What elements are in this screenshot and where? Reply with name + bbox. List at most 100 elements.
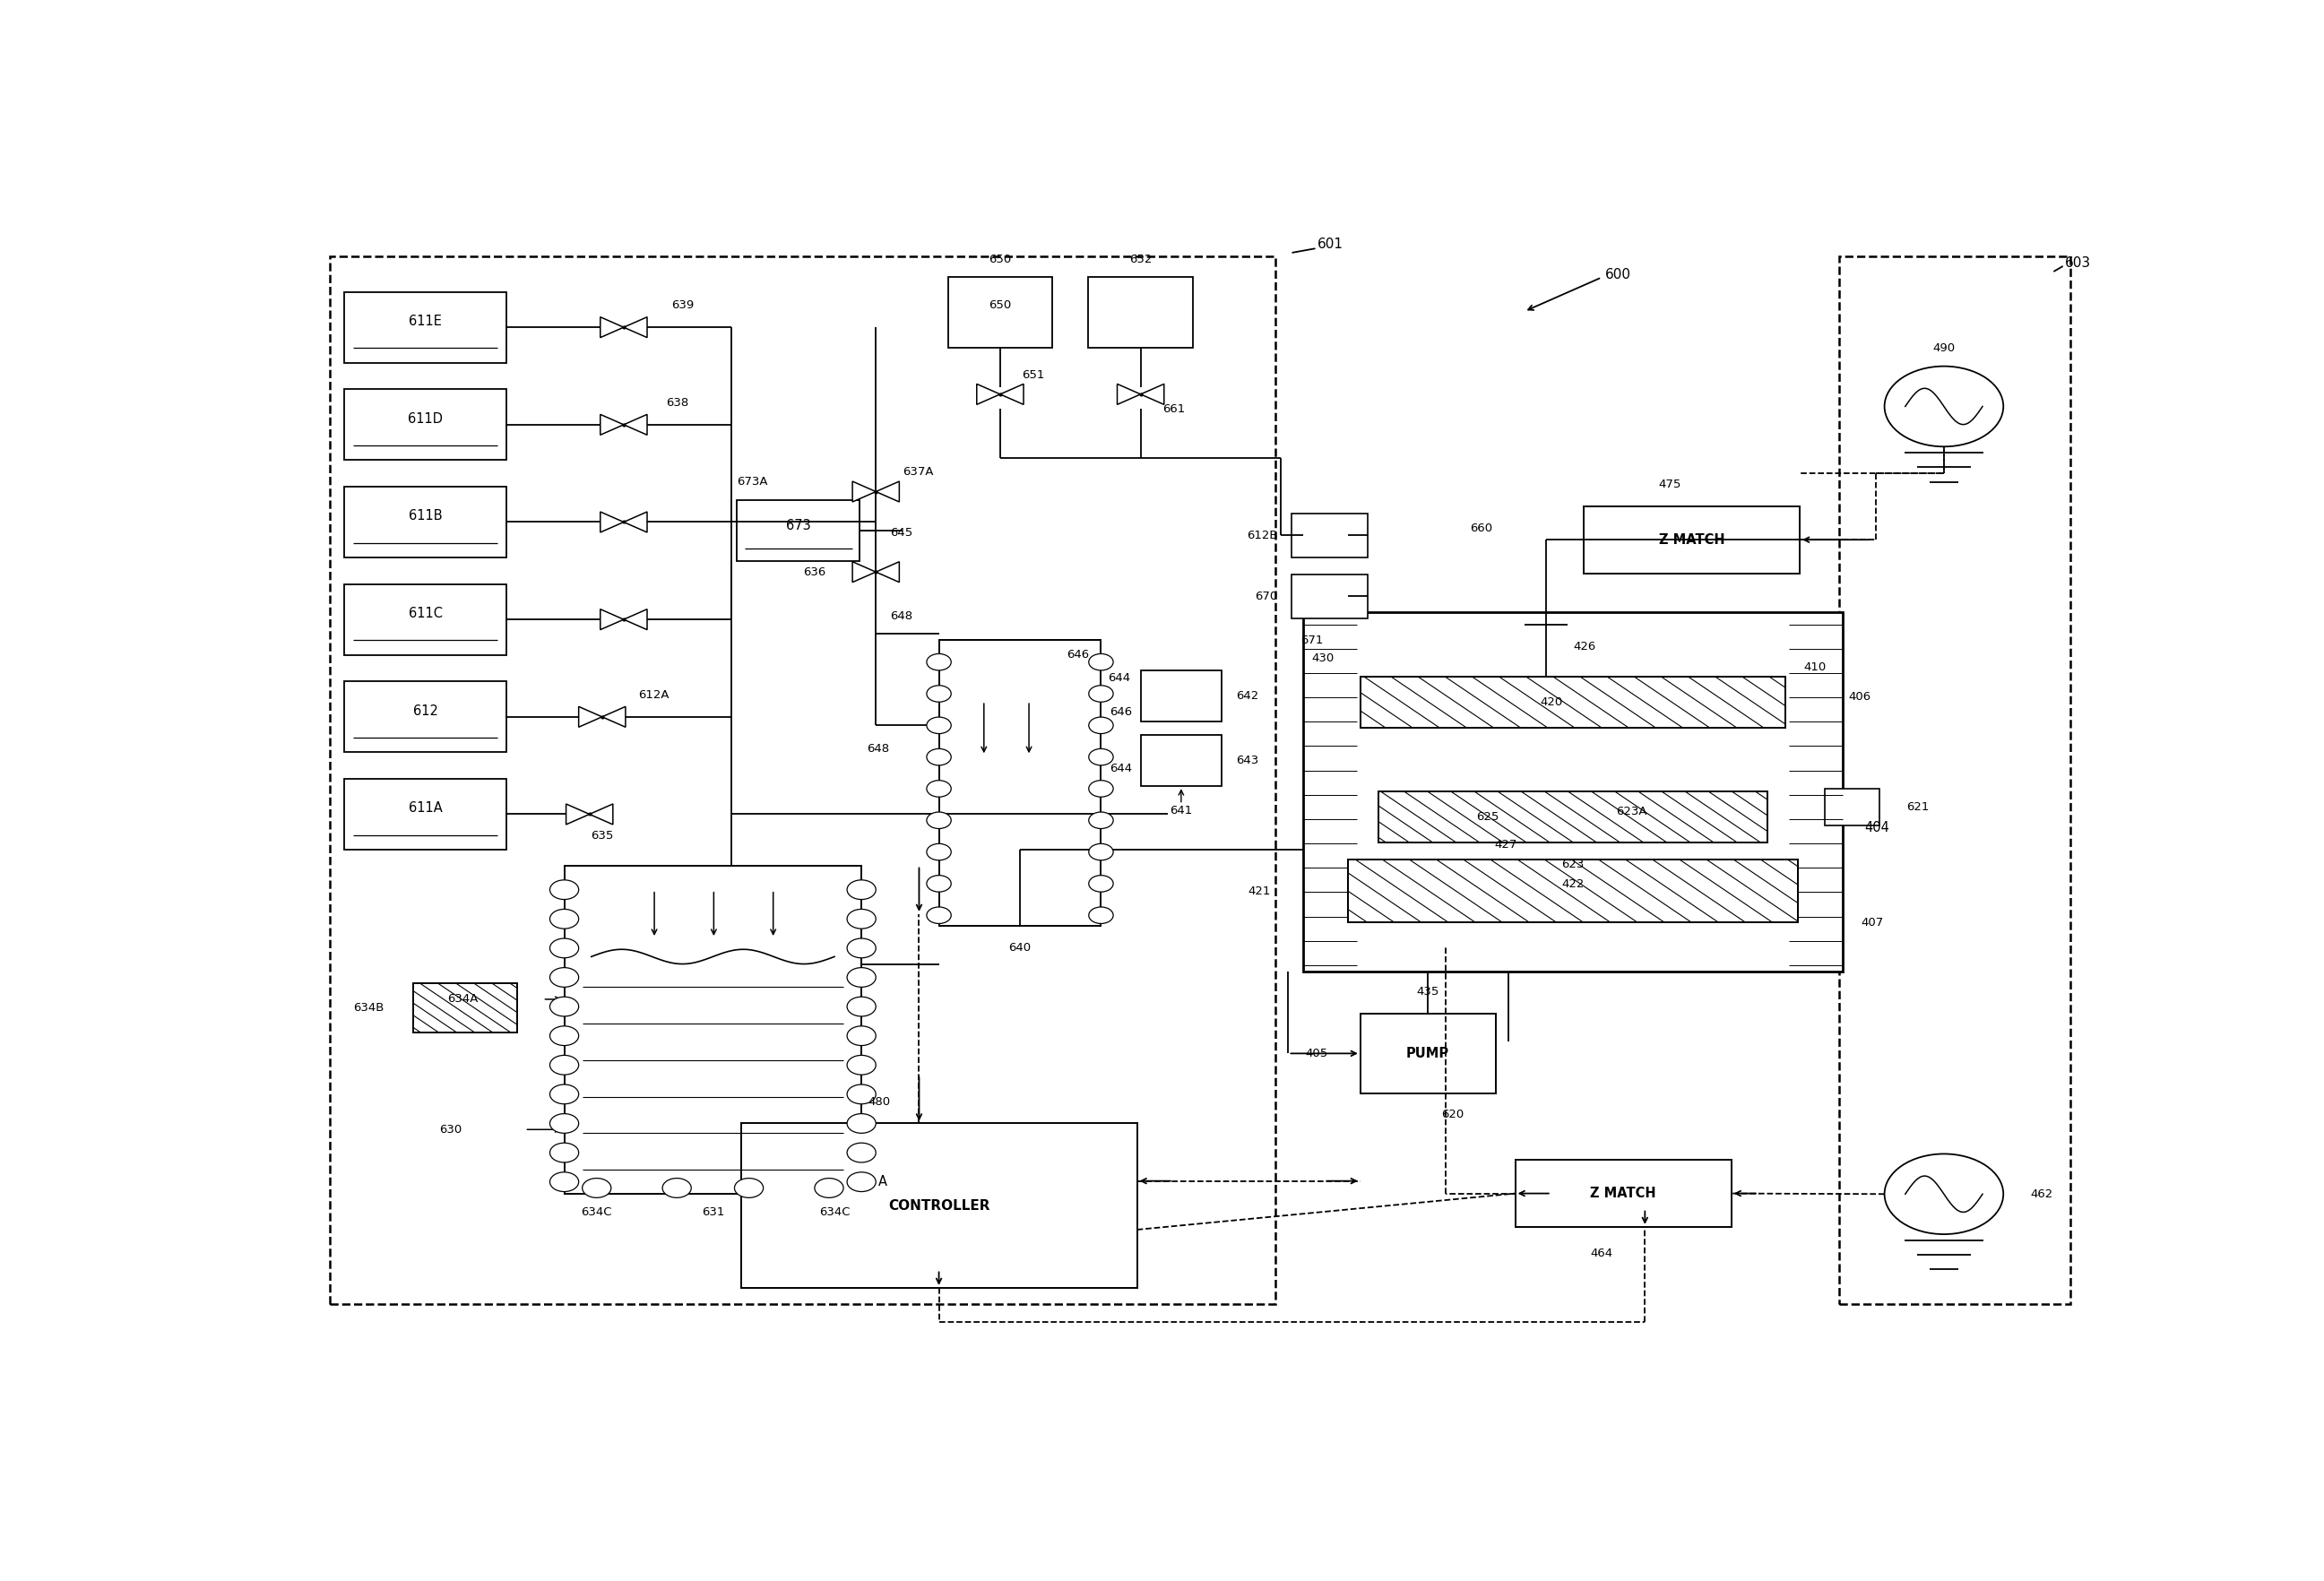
Circle shape xyxy=(662,1178,690,1198)
Circle shape xyxy=(846,909,876,928)
Circle shape xyxy=(734,1178,762,1198)
Bar xyxy=(1583,506,1799,574)
Text: 634C: 634C xyxy=(581,1206,611,1217)
Circle shape xyxy=(927,781,951,797)
Circle shape xyxy=(551,881,579,900)
Text: 631: 631 xyxy=(702,1206,725,1217)
Text: 611D: 611D xyxy=(409,413,444,425)
Circle shape xyxy=(927,655,951,670)
Circle shape xyxy=(1885,1154,2003,1235)
Polygon shape xyxy=(1118,384,1141,405)
Text: 634A: 634A xyxy=(446,993,479,1006)
Text: 430: 430 xyxy=(1311,653,1334,664)
Text: 642: 642 xyxy=(1236,691,1260,702)
Text: 623A: 623A xyxy=(1615,806,1648,817)
Text: 648: 648 xyxy=(867,743,890,754)
Circle shape xyxy=(1088,813,1113,828)
Text: 651: 651 xyxy=(1023,368,1043,381)
Text: 611B: 611B xyxy=(409,509,442,523)
Text: 634B: 634B xyxy=(353,1002,383,1013)
Bar xyxy=(741,1124,1136,1289)
Bar xyxy=(565,865,862,1194)
Polygon shape xyxy=(853,561,876,582)
Circle shape xyxy=(551,909,579,928)
Circle shape xyxy=(846,1085,876,1104)
Text: PUMP: PUMP xyxy=(1406,1047,1450,1061)
Circle shape xyxy=(1088,749,1113,765)
Text: 404: 404 xyxy=(1864,821,1889,835)
Bar xyxy=(344,681,507,753)
Bar xyxy=(1360,677,1785,727)
Text: 660: 660 xyxy=(1471,522,1492,534)
Text: 644: 644 xyxy=(1111,764,1132,775)
Text: 650: 650 xyxy=(988,300,1011,311)
Text: 643: 643 xyxy=(1236,754,1260,767)
Polygon shape xyxy=(876,481,899,501)
Bar xyxy=(344,487,507,558)
Bar xyxy=(1348,860,1799,923)
Polygon shape xyxy=(600,318,623,338)
Text: 612: 612 xyxy=(414,704,439,718)
Polygon shape xyxy=(579,707,602,727)
Circle shape xyxy=(927,907,951,923)
Circle shape xyxy=(1088,686,1113,702)
Circle shape xyxy=(583,1178,611,1198)
Polygon shape xyxy=(623,414,646,435)
Bar xyxy=(344,389,507,460)
Bar xyxy=(414,983,518,1032)
Bar xyxy=(344,292,507,362)
Polygon shape xyxy=(623,609,646,629)
Text: 639: 639 xyxy=(672,299,695,311)
Bar xyxy=(330,256,1276,1304)
Text: 611A: 611A xyxy=(409,802,442,814)
Text: 612A: 612A xyxy=(639,689,669,700)
Bar xyxy=(1304,612,1843,971)
Text: 421: 421 xyxy=(1248,885,1271,896)
Circle shape xyxy=(846,939,876,958)
Circle shape xyxy=(1088,655,1113,670)
Polygon shape xyxy=(1141,384,1164,405)
Text: 636: 636 xyxy=(802,566,825,577)
Text: 611C: 611C xyxy=(409,607,442,620)
Circle shape xyxy=(551,1055,579,1075)
Text: 641: 641 xyxy=(1169,805,1192,816)
Polygon shape xyxy=(876,561,899,582)
Bar xyxy=(414,983,518,1032)
Circle shape xyxy=(846,968,876,987)
Circle shape xyxy=(1885,367,2003,446)
Circle shape xyxy=(551,998,579,1017)
Text: 612B: 612B xyxy=(1246,530,1278,541)
Text: 671: 671 xyxy=(1301,634,1325,647)
Bar xyxy=(1292,514,1367,558)
Text: 427: 427 xyxy=(1494,840,1518,851)
Text: 603: 603 xyxy=(2064,256,2092,269)
Text: Z MATCH: Z MATCH xyxy=(1590,1187,1657,1200)
Text: 650: 650 xyxy=(988,253,1011,266)
Text: 620: 620 xyxy=(1441,1110,1464,1121)
Circle shape xyxy=(1088,781,1113,797)
Circle shape xyxy=(551,1113,579,1134)
Text: 601: 601 xyxy=(1318,237,1343,251)
Text: 673: 673 xyxy=(786,519,811,533)
Circle shape xyxy=(1088,876,1113,892)
Bar xyxy=(1141,670,1222,721)
Text: 670: 670 xyxy=(1255,590,1278,602)
Circle shape xyxy=(846,1026,876,1045)
Circle shape xyxy=(846,998,876,1017)
Polygon shape xyxy=(600,609,623,629)
Circle shape xyxy=(1088,844,1113,860)
Text: 611E: 611E xyxy=(409,315,442,327)
Circle shape xyxy=(846,1143,876,1162)
Text: 464: 464 xyxy=(1590,1247,1613,1260)
Polygon shape xyxy=(590,805,614,825)
Bar xyxy=(948,277,1053,348)
Circle shape xyxy=(927,844,951,860)
Text: A: A xyxy=(878,1175,888,1189)
Bar xyxy=(344,583,507,655)
Text: 480: 480 xyxy=(869,1096,890,1107)
Circle shape xyxy=(927,749,951,765)
Text: 405: 405 xyxy=(1306,1048,1327,1059)
Text: 625: 625 xyxy=(1476,811,1499,822)
Circle shape xyxy=(927,813,951,828)
Polygon shape xyxy=(623,318,646,338)
